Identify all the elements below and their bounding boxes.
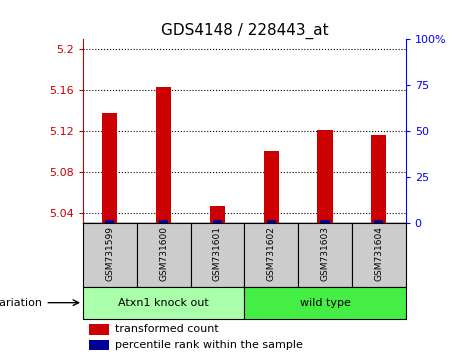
Bar xyxy=(106,220,114,223)
Text: GSM731600: GSM731600 xyxy=(159,226,168,281)
Title: GDS4148 / 228443_at: GDS4148 / 228443_at xyxy=(160,23,328,39)
Bar xyxy=(244,287,406,319)
Bar xyxy=(267,220,276,223)
Bar xyxy=(83,223,137,287)
Bar xyxy=(137,223,190,287)
Text: GSM731603: GSM731603 xyxy=(320,226,330,281)
Bar xyxy=(320,220,330,223)
Text: genotype/variation: genotype/variation xyxy=(0,298,42,308)
Bar xyxy=(159,220,168,223)
Bar xyxy=(89,324,109,335)
Text: GSM731604: GSM731604 xyxy=(374,226,383,281)
Bar xyxy=(210,206,225,223)
Text: GSM731601: GSM731601 xyxy=(213,226,222,281)
Bar xyxy=(83,287,244,319)
Text: percentile rank within the sample: percentile rank within the sample xyxy=(115,340,303,350)
Text: wild type: wild type xyxy=(300,298,350,308)
Bar xyxy=(89,340,109,350)
Bar xyxy=(213,220,222,223)
Text: GSM731602: GSM731602 xyxy=(267,226,276,281)
Text: transformed count: transformed count xyxy=(115,324,219,334)
Bar xyxy=(352,223,406,287)
Bar xyxy=(374,220,383,223)
Bar xyxy=(244,223,298,287)
Bar xyxy=(156,87,171,223)
Bar xyxy=(264,152,279,223)
Bar xyxy=(318,130,332,223)
Text: GSM731599: GSM731599 xyxy=(106,226,114,281)
Bar xyxy=(298,223,352,287)
Bar xyxy=(102,113,118,223)
Bar xyxy=(371,135,386,223)
Text: Atxn1 knock out: Atxn1 knock out xyxy=(118,298,209,308)
Bar xyxy=(190,223,244,287)
